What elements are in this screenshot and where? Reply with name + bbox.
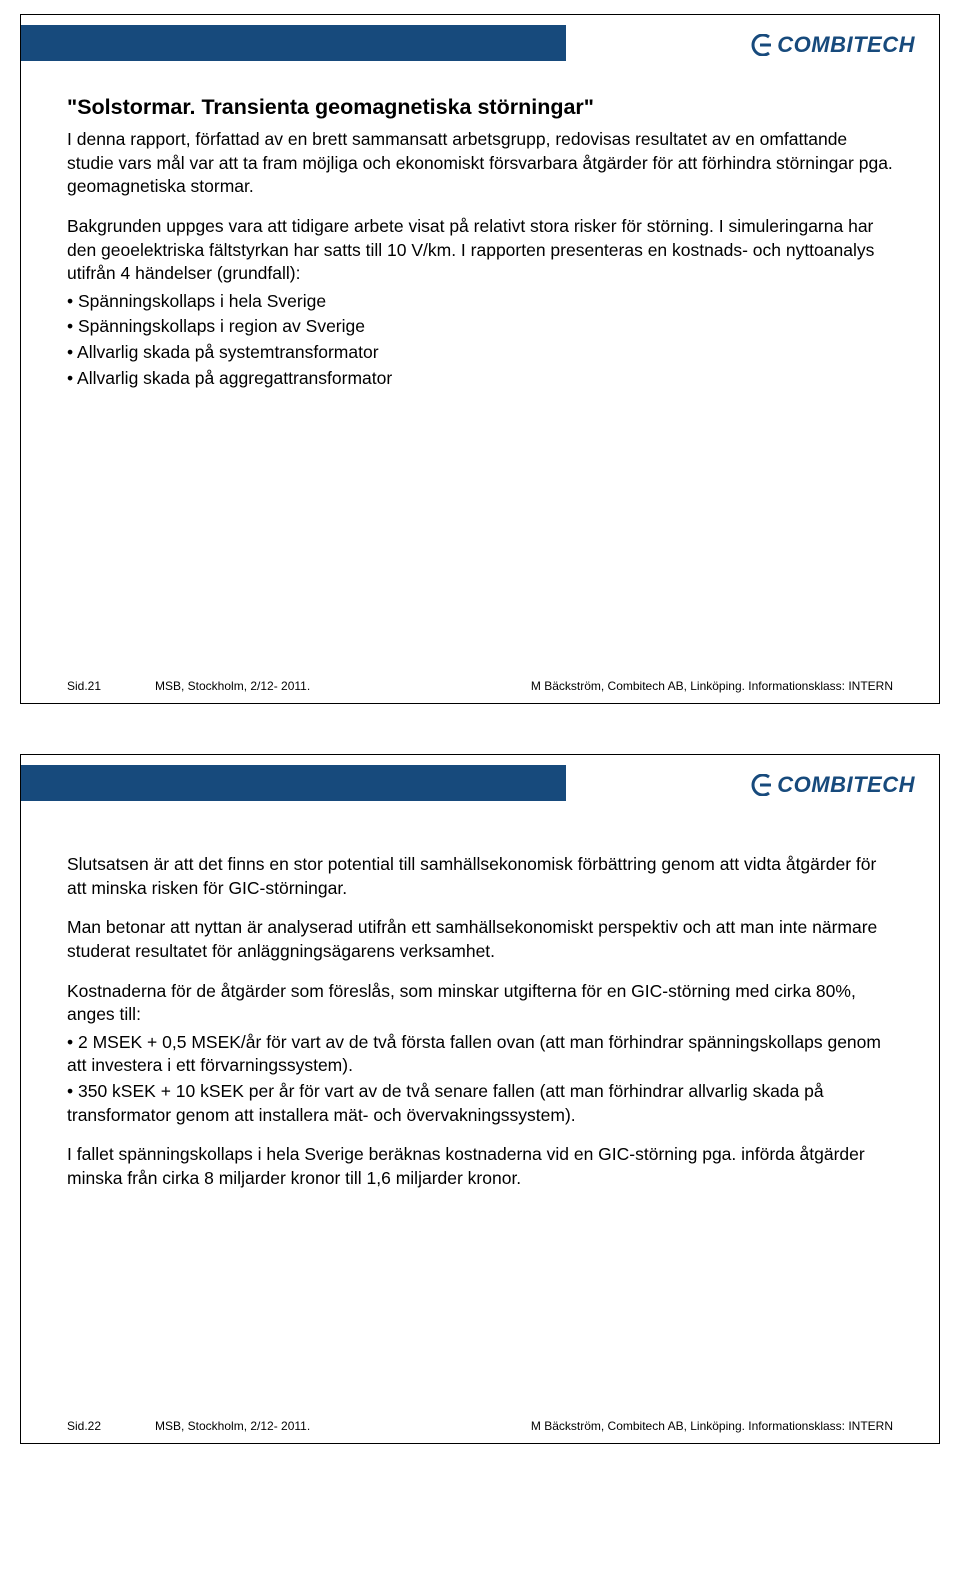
- paragraph: I denna rapport, författad av en brett s…: [67, 128, 893, 199]
- paragraph: Man betonar att nyttan är analyserad uti…: [67, 916, 893, 963]
- logo-mark-icon: [751, 774, 773, 796]
- slide-footer: Sid.22 MSB, Stockholm, 2/12- 2011. M Bäc…: [67, 1419, 893, 1433]
- bullet-list: Spänningskollaps i hela Sverige Spänning…: [67, 290, 893, 391]
- paragraph: Bakgrunden uppges vara att tidigare arbe…: [67, 215, 893, 286]
- header-blue-bar: [21, 25, 566, 61]
- list-item: Allvarlig skada på systemtransformator: [67, 341, 893, 365]
- bullet-list: 2 MSEK + 0,5 MSEK/år för vart av de två …: [67, 1031, 893, 1128]
- slide-2-content: Slutsatsen är att det finns en stor pote…: [21, 813, 939, 1191]
- logo-text: COMBITECH: [777, 32, 915, 58]
- logo-text: COMBITECH: [777, 772, 915, 798]
- slide-2: COMBITECH Slutsatsen är att det finns en…: [20, 754, 940, 1444]
- logo: COMBITECH: [751, 27, 915, 63]
- slide-title: "Solstormar. Transienta geomagnetiska st…: [67, 93, 893, 122]
- list-item: Spänningskollaps i region av Sverige: [67, 315, 893, 339]
- paragraph: I fallet spänningskollaps i hela Sverige…: [67, 1143, 893, 1190]
- logo: COMBITECH: [751, 767, 915, 803]
- list-item: Spänningskollaps i hela Sverige: [67, 290, 893, 314]
- footer-mid: MSB, Stockholm, 2/12- 2011.: [155, 1419, 310, 1433]
- header-blue-bar: [21, 765, 566, 801]
- logo-mark-icon: [751, 34, 773, 56]
- paragraph: Slutsatsen är att det finns en stor pote…: [67, 853, 893, 900]
- slide-header: COMBITECH: [21, 15, 939, 73]
- list-item: 2 MSEK + 0,5 MSEK/år för vart av de två …: [67, 1031, 893, 1078]
- footer-page-number: Sid.21: [67, 679, 127, 693]
- slide-1-content: "Solstormar. Transienta geomagnetiska st…: [21, 73, 939, 390]
- list-item: Allvarlig skada på aggregattransformator: [67, 367, 893, 391]
- footer-mid: MSB, Stockholm, 2/12- 2011.: [155, 679, 310, 693]
- slide-footer: Sid.21 MSB, Stockholm, 2/12- 2011. M Bäc…: [67, 679, 893, 693]
- footer-right: M Bäckström, Combitech AB, Linköping. In…: [531, 679, 893, 693]
- footer-right: M Bäckström, Combitech AB, Linköping. In…: [531, 1419, 893, 1433]
- list-item: 350 kSEK + 10 kSEK per år för vart av de…: [67, 1080, 893, 1127]
- paragraph: Kostnaderna för de åtgärder som föreslås…: [67, 980, 893, 1027]
- slide-header: COMBITECH: [21, 755, 939, 813]
- page: COMBITECH "Solstormar. Transienta geomag…: [0, 14, 960, 1444]
- footer-page-number: Sid.22: [67, 1419, 127, 1433]
- slide-1: COMBITECH "Solstormar. Transienta geomag…: [20, 14, 940, 704]
